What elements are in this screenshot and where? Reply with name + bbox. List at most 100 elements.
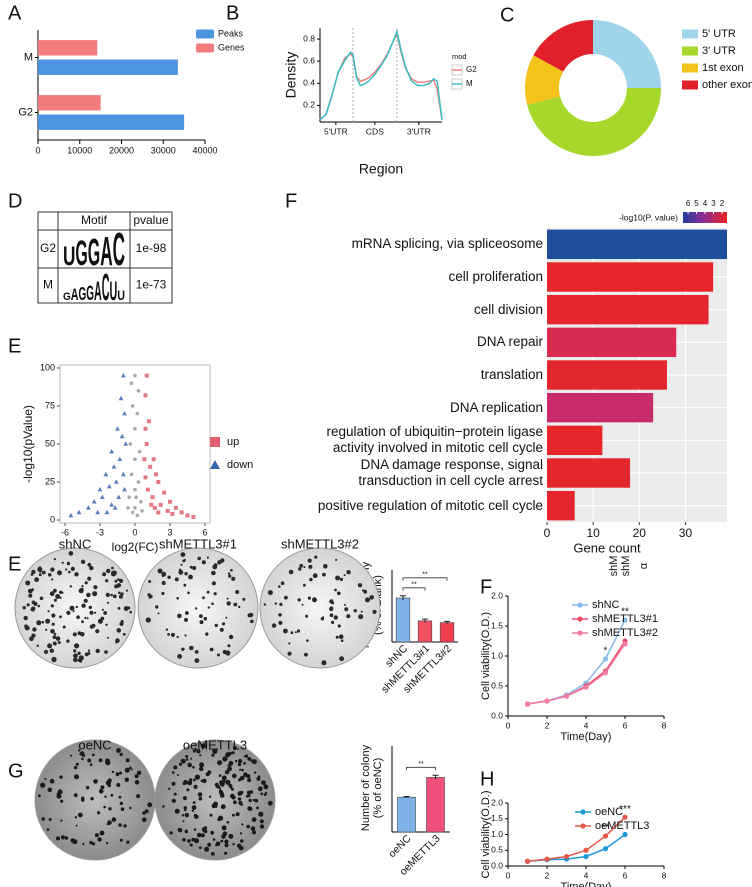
colony [93,779,98,784]
legend-label: up [227,436,239,448]
colony [40,782,46,788]
colony [89,610,94,615]
colony [284,595,288,600]
colony [118,795,122,799]
point [111,464,117,469]
colony [81,603,86,608]
colony [74,816,78,819]
point [622,617,628,623]
error-bar [403,796,410,798]
colony [247,757,252,761]
colony [147,802,153,808]
colony [321,660,327,666]
colony [75,762,79,766]
motif-letter: A [71,286,79,304]
y-tick-label: 1.0 [491,829,503,839]
colony [100,785,105,790]
colony [233,800,237,805]
point [622,641,628,647]
colony [202,778,207,784]
colony [226,601,231,606]
legend-swatch [196,43,214,53]
colony [218,774,222,777]
colony [215,841,221,846]
legend-label: oeNC [595,806,623,818]
colony [320,617,325,621]
point [602,670,609,676]
colony [213,563,218,568]
colony [323,564,328,569]
colony [228,634,234,640]
colony [253,771,257,774]
colony [218,787,222,790]
colony [278,613,282,617]
colony [198,796,203,801]
colony [57,570,62,576]
point [133,457,137,462]
colony [340,639,344,642]
x-axis-label: Time(Day) [561,881,612,887]
colony [111,566,114,570]
colony [239,768,242,771]
colony [98,758,103,763]
colony [232,746,237,750]
colony [247,778,252,783]
colony [162,805,165,808]
colony [87,576,92,581]
colony [56,792,59,795]
pvalue: 1e-73 [136,278,167,292]
colony [263,784,269,790]
point [135,513,140,518]
error-bar [400,595,406,601]
panel-label: D [8,190,22,212]
colony [210,830,215,835]
plate-label: shNC [59,536,92,551]
legend-label: 1st exon [702,62,744,74]
colony [180,563,183,566]
y-tick-label: 25 [45,476,55,486]
colony [157,568,163,574]
colony [130,768,133,771]
bar [439,622,455,643]
legend-swatch [196,29,214,39]
colony [219,780,224,785]
colony [141,817,147,822]
y-tick-label: translation [480,366,543,382]
bar [426,777,445,833]
x-tick-label: 0 [506,720,511,730]
point [106,483,112,489]
colorbar [683,212,727,223]
colony [50,567,55,572]
x-tick-label: 4 [584,720,589,730]
colony [312,573,318,579]
significance: ** [621,607,629,618]
donut-slice [527,88,661,156]
point [133,506,137,510]
colony [258,811,264,817]
colony [264,791,268,795]
colony [76,615,80,619]
point [68,512,74,518]
colony [51,613,56,618]
colony [231,795,236,800]
colony [68,570,71,574]
legend-label: Genes [218,42,245,52]
point [112,505,118,510]
colony [94,833,99,838]
legend-label: shMETTL3#2 [592,627,658,639]
colony [204,846,210,852]
colony [116,583,122,588]
colony [338,634,344,639]
colony [73,649,77,653]
colony [87,649,91,652]
colony [225,616,228,619]
colony [192,801,196,804]
colony [60,819,63,822]
colony [186,788,190,792]
colony [184,634,187,637]
bar [547,490,575,521]
colony [211,803,217,809]
colony [66,610,71,616]
colony [304,652,308,657]
colony [52,635,57,639]
